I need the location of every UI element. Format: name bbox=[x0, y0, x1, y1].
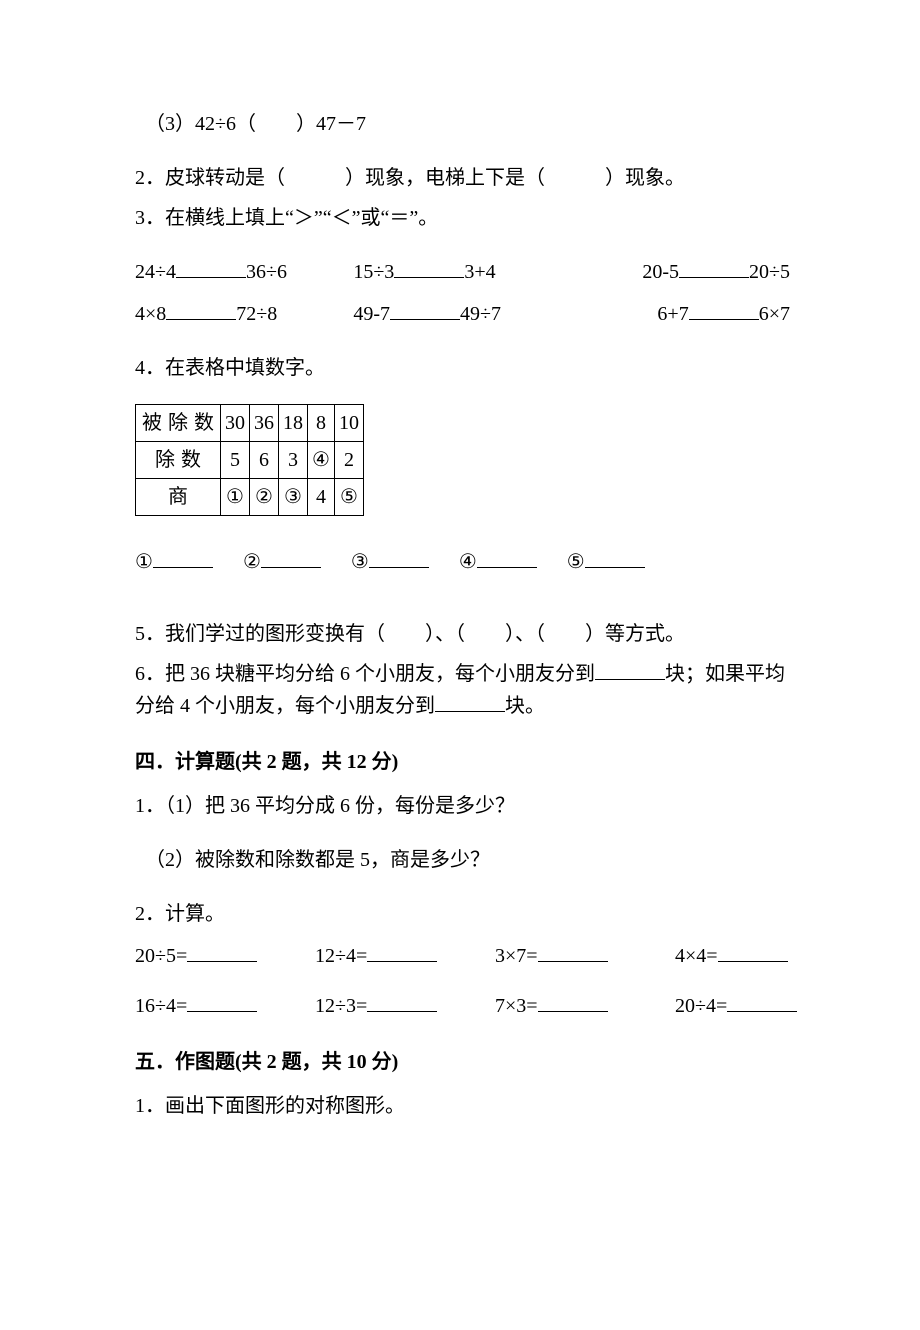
section-5-heading: 五．作图题(共 2 题，共 10 分) bbox=[135, 1046, 790, 1078]
row-label-divisor: 除数 bbox=[136, 442, 221, 479]
cell: 2 bbox=[334, 442, 363, 479]
blank-input[interactable] bbox=[394, 256, 464, 278]
calc-row1: 20÷5= 12÷4= 3×7= 4×4= bbox=[135, 940, 790, 972]
cell: 4 bbox=[308, 479, 335, 516]
q3-r1-c3: 20-5 20÷5 bbox=[572, 256, 790, 288]
q3-r2-c1: 4×8 72÷8 bbox=[135, 298, 353, 330]
q5-text: 5．我们学过的图形变换有（ ）、（ ）、（ ）等方式。 bbox=[135, 618, 790, 650]
blank-input[interactable] bbox=[367, 990, 437, 1012]
s4-q1b: （2）被除数和除数都是 5，商是多少？ bbox=[135, 844, 790, 876]
calc-r2-b: 12÷3= bbox=[315, 995, 367, 1017]
cell: ① bbox=[221, 479, 250, 516]
cell: 3 bbox=[279, 442, 308, 479]
q6-c: 块。 bbox=[505, 695, 545, 717]
cell: ② bbox=[250, 479, 279, 516]
cell: ③ bbox=[279, 479, 308, 516]
calc-r1-c: 3×7= bbox=[495, 945, 538, 967]
blank-input[interactable] bbox=[538, 940, 608, 962]
q3-r2-c3-a: 6+7 bbox=[657, 303, 688, 325]
q3-intro: 3．在横线上填上“＞”“＜”或“＝”。 bbox=[135, 202, 790, 234]
q4-table: 被除数 30 36 18 8 10 除数 5 6 3 ④ 2 商 ① ② ③ 4… bbox=[135, 404, 364, 516]
calc-r2-a: 16÷4= bbox=[135, 995, 187, 1017]
blank-input[interactable] bbox=[176, 256, 246, 278]
blank-input[interactable] bbox=[166, 298, 236, 320]
ans-label-2: ② bbox=[243, 546, 261, 578]
calc-r1-a: 20÷5= bbox=[135, 945, 187, 967]
q4-answers: ① ② ③ ④ ⑤ bbox=[135, 546, 790, 578]
cell: ④ bbox=[308, 442, 335, 479]
calc-r2-c: 7×3= bbox=[495, 995, 538, 1017]
blank-input[interactable] bbox=[538, 990, 608, 1012]
blank-input[interactable] bbox=[718, 940, 788, 962]
q3-r1-c2: 15÷3 3+4 bbox=[353, 256, 571, 288]
q3-r1-c3-b: 20÷5 bbox=[749, 261, 790, 283]
blank-input[interactable] bbox=[187, 990, 257, 1012]
cell: 10 bbox=[334, 405, 363, 442]
row-label-quotient: 商 bbox=[136, 479, 221, 516]
blank-input[interactable] bbox=[435, 690, 505, 712]
q3-r1-c1: 24÷4 36÷6 bbox=[135, 256, 353, 288]
ans-label-3: ③ bbox=[351, 546, 369, 578]
q3-r2-c3: 6+7 6×7 bbox=[572, 298, 790, 330]
q6-text: 6．把 36 块糖平均分给 6 个小朋友，每个小朋友分到块；如果平均分给 4 个… bbox=[135, 658, 790, 722]
blank-input[interactable] bbox=[727, 990, 797, 1012]
table-row: 被除数 30 36 18 8 10 bbox=[136, 405, 364, 442]
q3-r2-c2-b: 49÷7 bbox=[460, 303, 501, 325]
q3-row1: 24÷4 36÷6 15÷3 3+4 20-5 20÷5 bbox=[135, 256, 790, 288]
q4-intro: 4．在表格中填数字。 bbox=[135, 352, 790, 384]
blank-input[interactable] bbox=[679, 256, 749, 278]
blank-input[interactable] bbox=[261, 546, 321, 568]
q6-a: 6．把 36 块糖平均分给 6 个小朋友，每个小朋友分到 bbox=[135, 663, 595, 685]
calc-r1-d: 4×4= bbox=[675, 945, 718, 967]
cell: 6 bbox=[250, 442, 279, 479]
blank-input[interactable] bbox=[585, 546, 645, 568]
blank-input[interactable] bbox=[390, 298, 460, 320]
calc-r1-b: 12÷4= bbox=[315, 945, 367, 967]
blank-input[interactable] bbox=[477, 546, 537, 568]
cell: ⑤ bbox=[334, 479, 363, 516]
q3-r2-c1-a: 4×8 bbox=[135, 303, 166, 325]
q3-r2-c3-b: 6×7 bbox=[759, 303, 790, 325]
cell: 5 bbox=[221, 442, 250, 479]
q3-r1-c3-a: 20-5 bbox=[642, 261, 679, 283]
q3-r2-c2-a: 49-7 bbox=[353, 303, 390, 325]
q3-r1-c1-a: 24÷4 bbox=[135, 261, 176, 283]
q3-row2: 4×8 72÷8 49-7 49÷7 6+7 6×7 bbox=[135, 298, 790, 330]
s4-q1a: 1．（1）把 36 平均分成 6 份，每份是多少？ bbox=[135, 790, 790, 822]
ans-label-4: ④ bbox=[459, 546, 477, 578]
table-row: 商 ① ② ③ 4 ⑤ bbox=[136, 479, 364, 516]
s4-q2: 2．计算。 bbox=[135, 898, 790, 930]
table-row: 除数 5 6 3 ④ 2 bbox=[136, 442, 364, 479]
ans-label-1: ① bbox=[135, 546, 153, 578]
q3-r1-c2-a: 15÷3 bbox=[353, 261, 394, 283]
blank-input[interactable] bbox=[595, 658, 665, 680]
blank-input[interactable] bbox=[367, 940, 437, 962]
q3-r2-c2: 49-7 49÷7 bbox=[353, 298, 571, 330]
q2-text: 2．皮球转动是（ ）现象，电梯上下是（ ）现象。 bbox=[135, 162, 790, 194]
blank-input[interactable] bbox=[689, 298, 759, 320]
q3-r2-c1-b: 72÷8 bbox=[236, 303, 277, 325]
cell: 36 bbox=[250, 405, 279, 442]
cell: 8 bbox=[308, 405, 335, 442]
q3-r1-c1-b: 36÷6 bbox=[246, 261, 287, 283]
q1-3-text: （3）42÷6（ ）47－7 bbox=[135, 108, 790, 140]
cell: 18 bbox=[279, 405, 308, 442]
section-4-heading: 四．计算题(共 2 题，共 12 分) bbox=[135, 746, 790, 778]
blank-input[interactable] bbox=[369, 546, 429, 568]
blank-input[interactable] bbox=[187, 940, 257, 962]
calc-row2: 16÷4= 12÷3= 7×3= 20÷4= bbox=[135, 990, 790, 1022]
ans-label-5: ⑤ bbox=[567, 546, 585, 578]
calc-r2-d: 20÷4= bbox=[675, 995, 727, 1017]
s5-q1: 1．画出下面图形的对称图形。 bbox=[135, 1090, 790, 1122]
blank-input[interactable] bbox=[153, 546, 213, 568]
cell: 30 bbox=[221, 405, 250, 442]
row-label-dividend: 被除数 bbox=[136, 405, 221, 442]
q3-r1-c2-b: 3+4 bbox=[464, 261, 495, 283]
